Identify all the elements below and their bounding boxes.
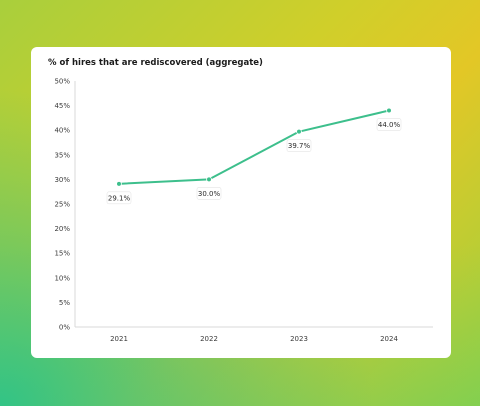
data-label: 44.0% <box>378 121 401 129</box>
x-tick-label: 2024 <box>380 335 398 343</box>
data-label-box <box>196 187 222 200</box>
y-tick-label: 20% <box>54 225 70 233</box>
chart-card: % of hires that are rediscovered (aggreg… <box>31 47 451 358</box>
data-label-box <box>286 139 312 152</box>
x-tick-label: 2023 <box>290 335 308 343</box>
y-tick-label: 35% <box>54 151 70 159</box>
x-tick-label: 2021 <box>110 335 128 343</box>
series-line <box>118 109 390 185</box>
y-tick-label: 40% <box>54 127 70 135</box>
y-tick-label: 25% <box>54 201 70 209</box>
data-label-box <box>376 118 402 131</box>
data-label: 29.1% <box>108 194 131 202</box>
y-tick-label: 5% <box>59 299 70 307</box>
y-tick-label: 10% <box>54 274 70 282</box>
data-label-box <box>106 191 132 205</box>
x-tick-label: 2022 <box>200 335 218 343</box>
y-tick-label: 30% <box>54 176 70 184</box>
y-tick-label: 45% <box>54 102 70 110</box>
y-tick-label: 50% <box>54 78 70 86</box>
line-chart: 0% 5% 10% 15% 20% 25% 30% 35% 40% 45% 50% 2021 2022 2… <box>54 78 433 343</box>
data-point <box>116 181 122 187</box>
data-point <box>296 128 302 135</box>
y-tick-label: 15% <box>54 250 70 258</box>
y-tick-label: 0% <box>59 324 70 332</box>
data-label: 30.0% <box>198 190 221 198</box>
data-point <box>206 176 212 183</box>
chart-title: % of hires that are rediscovered (aggreg… <box>48 58 263 68</box>
data-label: 39.7% <box>288 142 311 150</box>
data-point <box>386 107 392 114</box>
